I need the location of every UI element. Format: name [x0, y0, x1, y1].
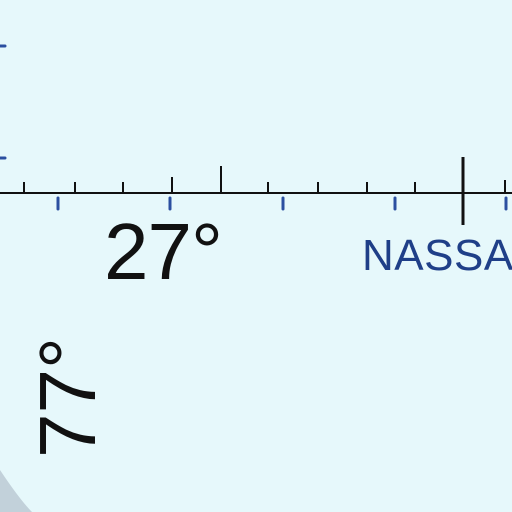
place-label-nassau: NASSAU: [362, 231, 512, 280]
scale-bar-blue-ticks: [56, 196, 508, 211]
land-shadow: [0, 470, 32, 512]
scale-bar-black-ticks: [23, 157, 506, 225]
latitude-label: 27°: [104, 207, 223, 296]
left-edge-marks: [0, 44, 7, 160]
longitude-label: 77°: [23, 337, 112, 458]
